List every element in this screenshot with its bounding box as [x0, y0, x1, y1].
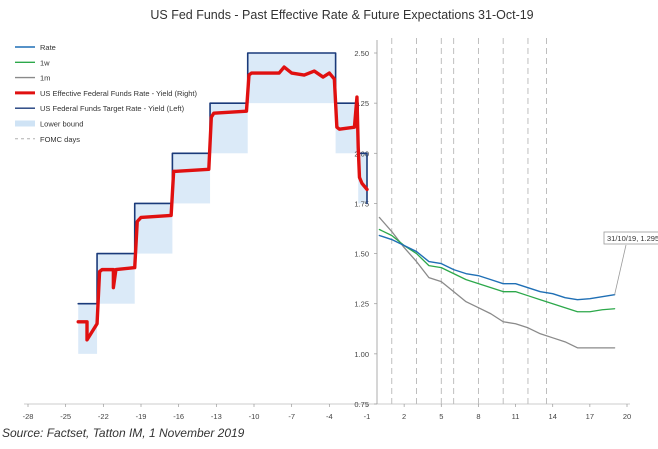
y-tick-label: 1.50 [354, 250, 369, 259]
y-tick-label: 2.50 [354, 49, 369, 58]
annotation-callout: 31/10/19, 1.295 [603, 231, 658, 295]
x-tick-label: -7 [288, 412, 295, 421]
source-note: Source: Factset, Tatton IM, 1 November 2… [2, 426, 245, 440]
series-1w-line [378, 228, 616, 313]
x-tick-label: -1 [364, 412, 371, 421]
callout-box [603, 231, 658, 245]
callout-label: 31/10/19, 1.295 [607, 234, 658, 243]
legend-swatch [15, 120, 35, 127]
y-tick-label: 1.75 [354, 199, 369, 208]
legend-label: 1m [40, 74, 50, 83]
x-tick-label: -19 [136, 412, 147, 421]
series-rate-line [378, 234, 616, 301]
x-tick-label: -13 [211, 412, 222, 421]
callout-leader [614, 244, 627, 295]
x-tick-label: -4 [326, 412, 333, 421]
right-panel-series [378, 216, 616, 349]
x-tick-label: 11 [512, 412, 520, 421]
x-tick-label: -22 [98, 412, 109, 421]
x-tick-label: 14 [549, 412, 557, 421]
left-panel-series [76, 52, 369, 342]
x-tick-label: 8 [476, 412, 480, 421]
series-1m-line [378, 216, 616, 349]
x-tick-label: 20 [623, 412, 631, 421]
x-tick-label: 17 [586, 412, 594, 421]
effective-rate-line [76, 65, 369, 342]
lower-bound-area [247, 53, 336, 104]
fomc-day-lines [391, 38, 547, 404]
y-tick-label: 1.00 [354, 350, 369, 359]
x-tick-label: 2 [402, 412, 406, 421]
legend-label: US Federal Funds Target Rate - Yield (Le… [40, 104, 185, 113]
y-tick-label: 1.25 [354, 300, 369, 309]
x-tick-label: -10 [249, 412, 260, 421]
x-tick-label: -25 [60, 412, 71, 421]
lower-bound-area [172, 153, 211, 204]
lower-bound-band [78, 53, 367, 354]
legend-label: Rate [40, 43, 56, 52]
y-tick-label: 2.25 [354, 99, 369, 108]
lower-bound-area [358, 153, 367, 204]
legend-label: Lower bound [40, 120, 83, 129]
lower-bound-area [134, 203, 173, 254]
legend-label: US Effective Federal Funds Rate - Yield … [40, 89, 198, 98]
x-tick-label: -28 [23, 412, 34, 421]
x-tick-label: -16 [173, 412, 184, 421]
legend: Rate 1w 1m US Effective Federal Funds Rate … [15, 43, 198, 144]
x-tick-label: 5 [439, 412, 443, 421]
chart-title: US Fed Funds - Past Effective Rate & Fut… [150, 8, 533, 22]
y-tick-label: 0.75 [354, 400, 369, 409]
legend-label: FOMC days [40, 135, 80, 144]
legend-label: 1w [40, 58, 50, 67]
axes: -28 -25 -22 -19 -16 -13 -10 -7 -4 -1 2 5 8 11 14 17 20 2.… [23, 40, 631, 421]
